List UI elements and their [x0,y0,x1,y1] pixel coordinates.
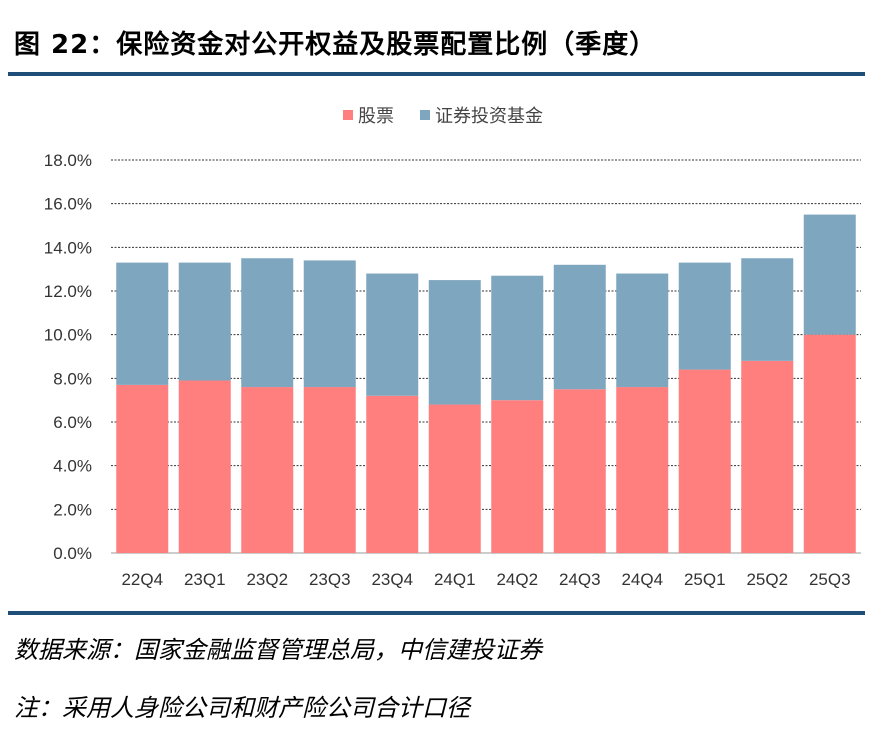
legend-label-1: 证券投资基金 [435,106,543,127]
bar-fund-24Q2 [491,275,544,401]
bar-fund-25Q3 [803,214,856,335]
bar-fund-23Q4 [366,273,419,396]
bar-fund-23Q1 [178,262,231,381]
y-tick-label: 8.0% [53,369,92,388]
legend-swatch-0 [343,110,353,120]
bar-fund-23Q2 [241,258,294,388]
x-tick-label: 23Q2 [246,570,288,589]
bar-stock-25Q1 [678,369,731,553]
y-tick-label: 18.0% [44,151,92,170]
footer-rule [8,611,865,615]
x-tick-label: 24Q2 [496,570,538,589]
x-tick-label: 25Q1 [684,570,726,589]
bar-stock-24Q4 [616,387,669,553]
y-tick-label: 16.0% [44,195,92,214]
y-tick-label: 14.0% [44,238,92,257]
x-tick-label: 24Q4 [621,570,663,589]
bar-fund-23Q3 [303,260,356,388]
legend-label-0: 股票 [358,106,394,127]
bar-stock-24Q1 [428,404,481,553]
bar-stock-25Q2 [741,360,794,553]
bar-stock-23Q4 [366,395,419,553]
bar-stock-23Q3 [303,387,356,553]
bar-stock-24Q3 [553,389,606,553]
bar-fund-25Q1 [678,262,731,370]
source-note: 数据来源：国家金融监督管理总局，中信建投证券 [14,636,542,664]
title-rule [8,72,865,76]
x-tick-label: 23Q3 [309,570,351,589]
x-tick-label: 25Q2 [746,570,788,589]
x-tick-label: 25Q3 [809,570,851,589]
bar-fund-24Q3 [553,264,606,390]
bar-fund-24Q4 [616,273,669,388]
bar-fund-25Q2 [741,258,794,361]
y-tick-label: 12.0% [44,282,92,301]
y-tick-label: 6.0% [53,413,92,432]
x-tick-label: 22Q4 [121,570,163,589]
x-tick-label: 24Q1 [434,570,476,589]
bar-stock-24Q2 [491,400,544,553]
y-tick-label: 4.0% [53,457,92,476]
x-tick-label: 23Q4 [371,570,413,589]
y-tick-label: 0.0% [53,544,92,563]
bar-stock-23Q2 [241,387,294,553]
footnote: 注：采用人身险公司和财产险公司合计口径 [14,694,470,722]
y-tick-label: 10.0% [44,326,92,345]
bar-stock-23Q1 [178,380,231,553]
bar-fund-24Q1 [428,280,481,405]
bar-stock-22Q4 [116,384,169,553]
x-tick-label: 23Q1 [184,570,226,589]
stacked-bar-chart: 0.0% 2.0% 4.0% 6.0% 8.0% 10.0% 12.0% 14.0% 16.0%… [44,106,861,589]
bar-stock-25Q3 [803,334,856,553]
y-tick-label: 2.0% [53,500,92,519]
chart-title: 图 22：保险资金对公开权益及股票配置比例（季度） [14,30,657,60]
legend-swatch-1 [420,110,430,120]
x-tick-label: 24Q3 [559,570,601,589]
bar-fund-22Q4 [116,262,169,385]
